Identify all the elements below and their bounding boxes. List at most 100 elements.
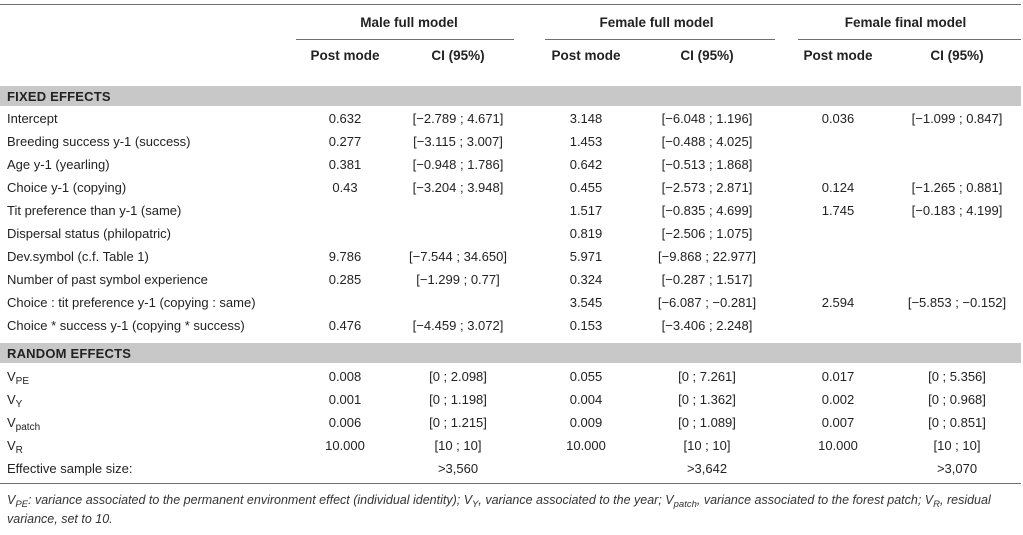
table-row: VPE 0.008 [0 ; 2.098] 0.055 [0 ; 7.261] … (0, 365, 1021, 388)
table-row: Tit preference than y-1 (same) 1.517 [−0… (0, 199, 1021, 222)
cell-value: 3.545 (569, 295, 603, 310)
cell-value: [0 ; 0.851] (928, 415, 986, 430)
row-label: Choice : tit preference y-1 (copying : s… (7, 295, 256, 310)
cell-value: [0 ; 0.968] (928, 392, 986, 407)
cell-value: [−3.115 ; 3.007] (413, 134, 503, 149)
variance-symbol: V (7, 438, 16, 453)
header-female-final-model: Female final model (844, 15, 967, 30)
row-label: Number of past symbol experience (7, 272, 208, 287)
cell-value: [−0.513 ; 1.868] (661, 157, 753, 172)
cell-value: [0 ; 1.198] (429, 392, 487, 407)
row-label: Effective sample size: (7, 461, 133, 476)
footnote-symbol: V (665, 493, 674, 507)
cell-value: [10 ; 10] (434, 438, 482, 453)
cell-value: [−0.183 ; 4.199] (911, 203, 1003, 218)
row-label: VY (7, 392, 23, 410)
footnote-subscript: R (933, 499, 941, 510)
table-row: Choice * success y-1 (copying * success)… (0, 314, 1021, 337)
variance-symbol: V (7, 415, 16, 430)
cell-value: 0.632 (328, 111, 362, 126)
cell-value: [−0.488 ; 4.025] (661, 134, 753, 149)
subheader-ci: CI (95%) (431, 48, 485, 63)
cell-value: 0.009 (569, 415, 603, 430)
row-label: Choice * success y-1 (copying * success) (7, 318, 245, 333)
cell-value: 0.008 (328, 369, 362, 384)
group-rule-female-full (545, 39, 775, 40)
cell-value: 5.971 (569, 249, 603, 264)
cell-value: 0.001 (328, 392, 362, 407)
row-label: Vpatch (7, 415, 41, 433)
variance-subscript: PE (15, 376, 30, 387)
top-rule (0, 4, 1021, 5)
cell-value: [−6.087 ; −0.281] (657, 295, 757, 310)
cell-value: [−4.459 ; 3.072] (412, 318, 504, 333)
cell-value: 0.277 (328, 134, 362, 149)
subheader-post-mode: Post mode (551, 48, 621, 63)
row-label: Tit preference than y-1 (same) (7, 203, 182, 218)
cell-value: [−7.544 ; 34.650] (409, 249, 507, 264)
cell-value: [0 ; 1.362] (678, 392, 736, 407)
cell-value: 0.017 (821, 369, 855, 384)
table-row: Dev.symbol (c.f. Table 1) 9.786 [−7.544 … (0, 245, 1021, 268)
group-rule-female-final (798, 39, 1021, 40)
bottom-rule (0, 483, 1021, 484)
cell-value: 0.43 (332, 180, 358, 195)
cell-value: 0.002 (821, 392, 855, 407)
cell-value: 10.000 (325, 438, 365, 453)
subheader-post-mode: Post mode (803, 48, 873, 63)
group-rule-male (296, 39, 514, 40)
cell-value: 0.124 (821, 180, 855, 195)
cell-value: [0 ; 2.098] (429, 369, 487, 384)
cell-value: [0 ; 5.356] (928, 369, 986, 384)
subheader-ci: CI (95%) (680, 48, 734, 63)
footnote-symbol: V (924, 493, 934, 507)
cell-value: 1.453 (569, 134, 603, 149)
header-male-full-model: Male full model (360, 15, 458, 30)
cell-value: [0 ; 1.215] (429, 415, 487, 430)
row-label: VPE (7, 369, 30, 387)
table-row: Dispersal status (philopatric) 0.819 [−2… (0, 222, 1021, 245)
section-fixed-effects: FIXED EFFECTS (0, 86, 1021, 106)
cell-value: [−0.835 ; 4.699] (661, 203, 753, 218)
cell-value: 0.036 (821, 111, 855, 126)
cell-value: [0 ; 7.261] (678, 369, 736, 384)
cell-value: 0.476 (328, 318, 362, 333)
row-label: Intercept (7, 111, 58, 126)
footnote-subscript: Y (472, 499, 479, 510)
cell-value: 0.381 (328, 157, 362, 172)
variance-subscript: patch (15, 422, 41, 433)
cell-value: [−5.853 ; −0.152] (907, 295, 1007, 310)
header-female-full-model: Female full model (599, 15, 714, 30)
table-row: VR 10.000 [10 ; 10] 10.000 [10 ; 10] 10.… (0, 434, 1021, 457)
cell-value: [−3.406 ; 2.248] (661, 318, 753, 333)
cell-value: [−1.099 ; 0.847] (911, 111, 1003, 126)
cell-value: >3,070 (936, 461, 978, 476)
cell-value: 0.004 (569, 392, 603, 407)
subheader-ci: CI (95%) (930, 48, 984, 63)
cell-value: 0.642 (569, 157, 603, 172)
section-random-effects: RANDOM EFFECTS (0, 343, 1021, 363)
section-title: FIXED EFFECTS (7, 89, 111, 104)
row-label: Choice y-1 (copying) (7, 180, 127, 195)
variance-symbol: V (7, 369, 16, 384)
table-footnote: VPE: variance associated to the permanen… (7, 491, 1012, 529)
row-label: Age y-1 (yearling) (7, 157, 110, 172)
cell-value: 9.786 (328, 249, 362, 264)
cell-value: 0.055 (569, 369, 603, 384)
cell-value: [−2.506 ; 1.075] (661, 226, 753, 241)
footnote-subscript: PE (15, 499, 29, 510)
table-row: Choice : tit preference y-1 (copying : s… (0, 291, 1021, 314)
variance-subscript: Y (15, 399, 23, 410)
row-label: Breeding success y-1 (success) (7, 134, 191, 149)
cell-value: 0.285 (328, 272, 362, 287)
cell-value: [−0.287 ; 1.517] (661, 272, 753, 287)
variance-subscript: R (15, 445, 23, 456)
variance-symbol: V (7, 392, 16, 407)
cell-value: >3,642 (686, 461, 728, 476)
cell-value: [10 ; 10] (683, 438, 731, 453)
footnote-symbol: V (463, 493, 473, 507)
cell-value: [−6.048 ; 1.196] (661, 111, 753, 126)
cell-value: 0.153 (569, 318, 603, 333)
subheader-post-mode: Post mode (310, 48, 380, 63)
table-row: Choice y-1 (copying) 0.43 [−3.204 ; 3.94… (0, 176, 1021, 199)
